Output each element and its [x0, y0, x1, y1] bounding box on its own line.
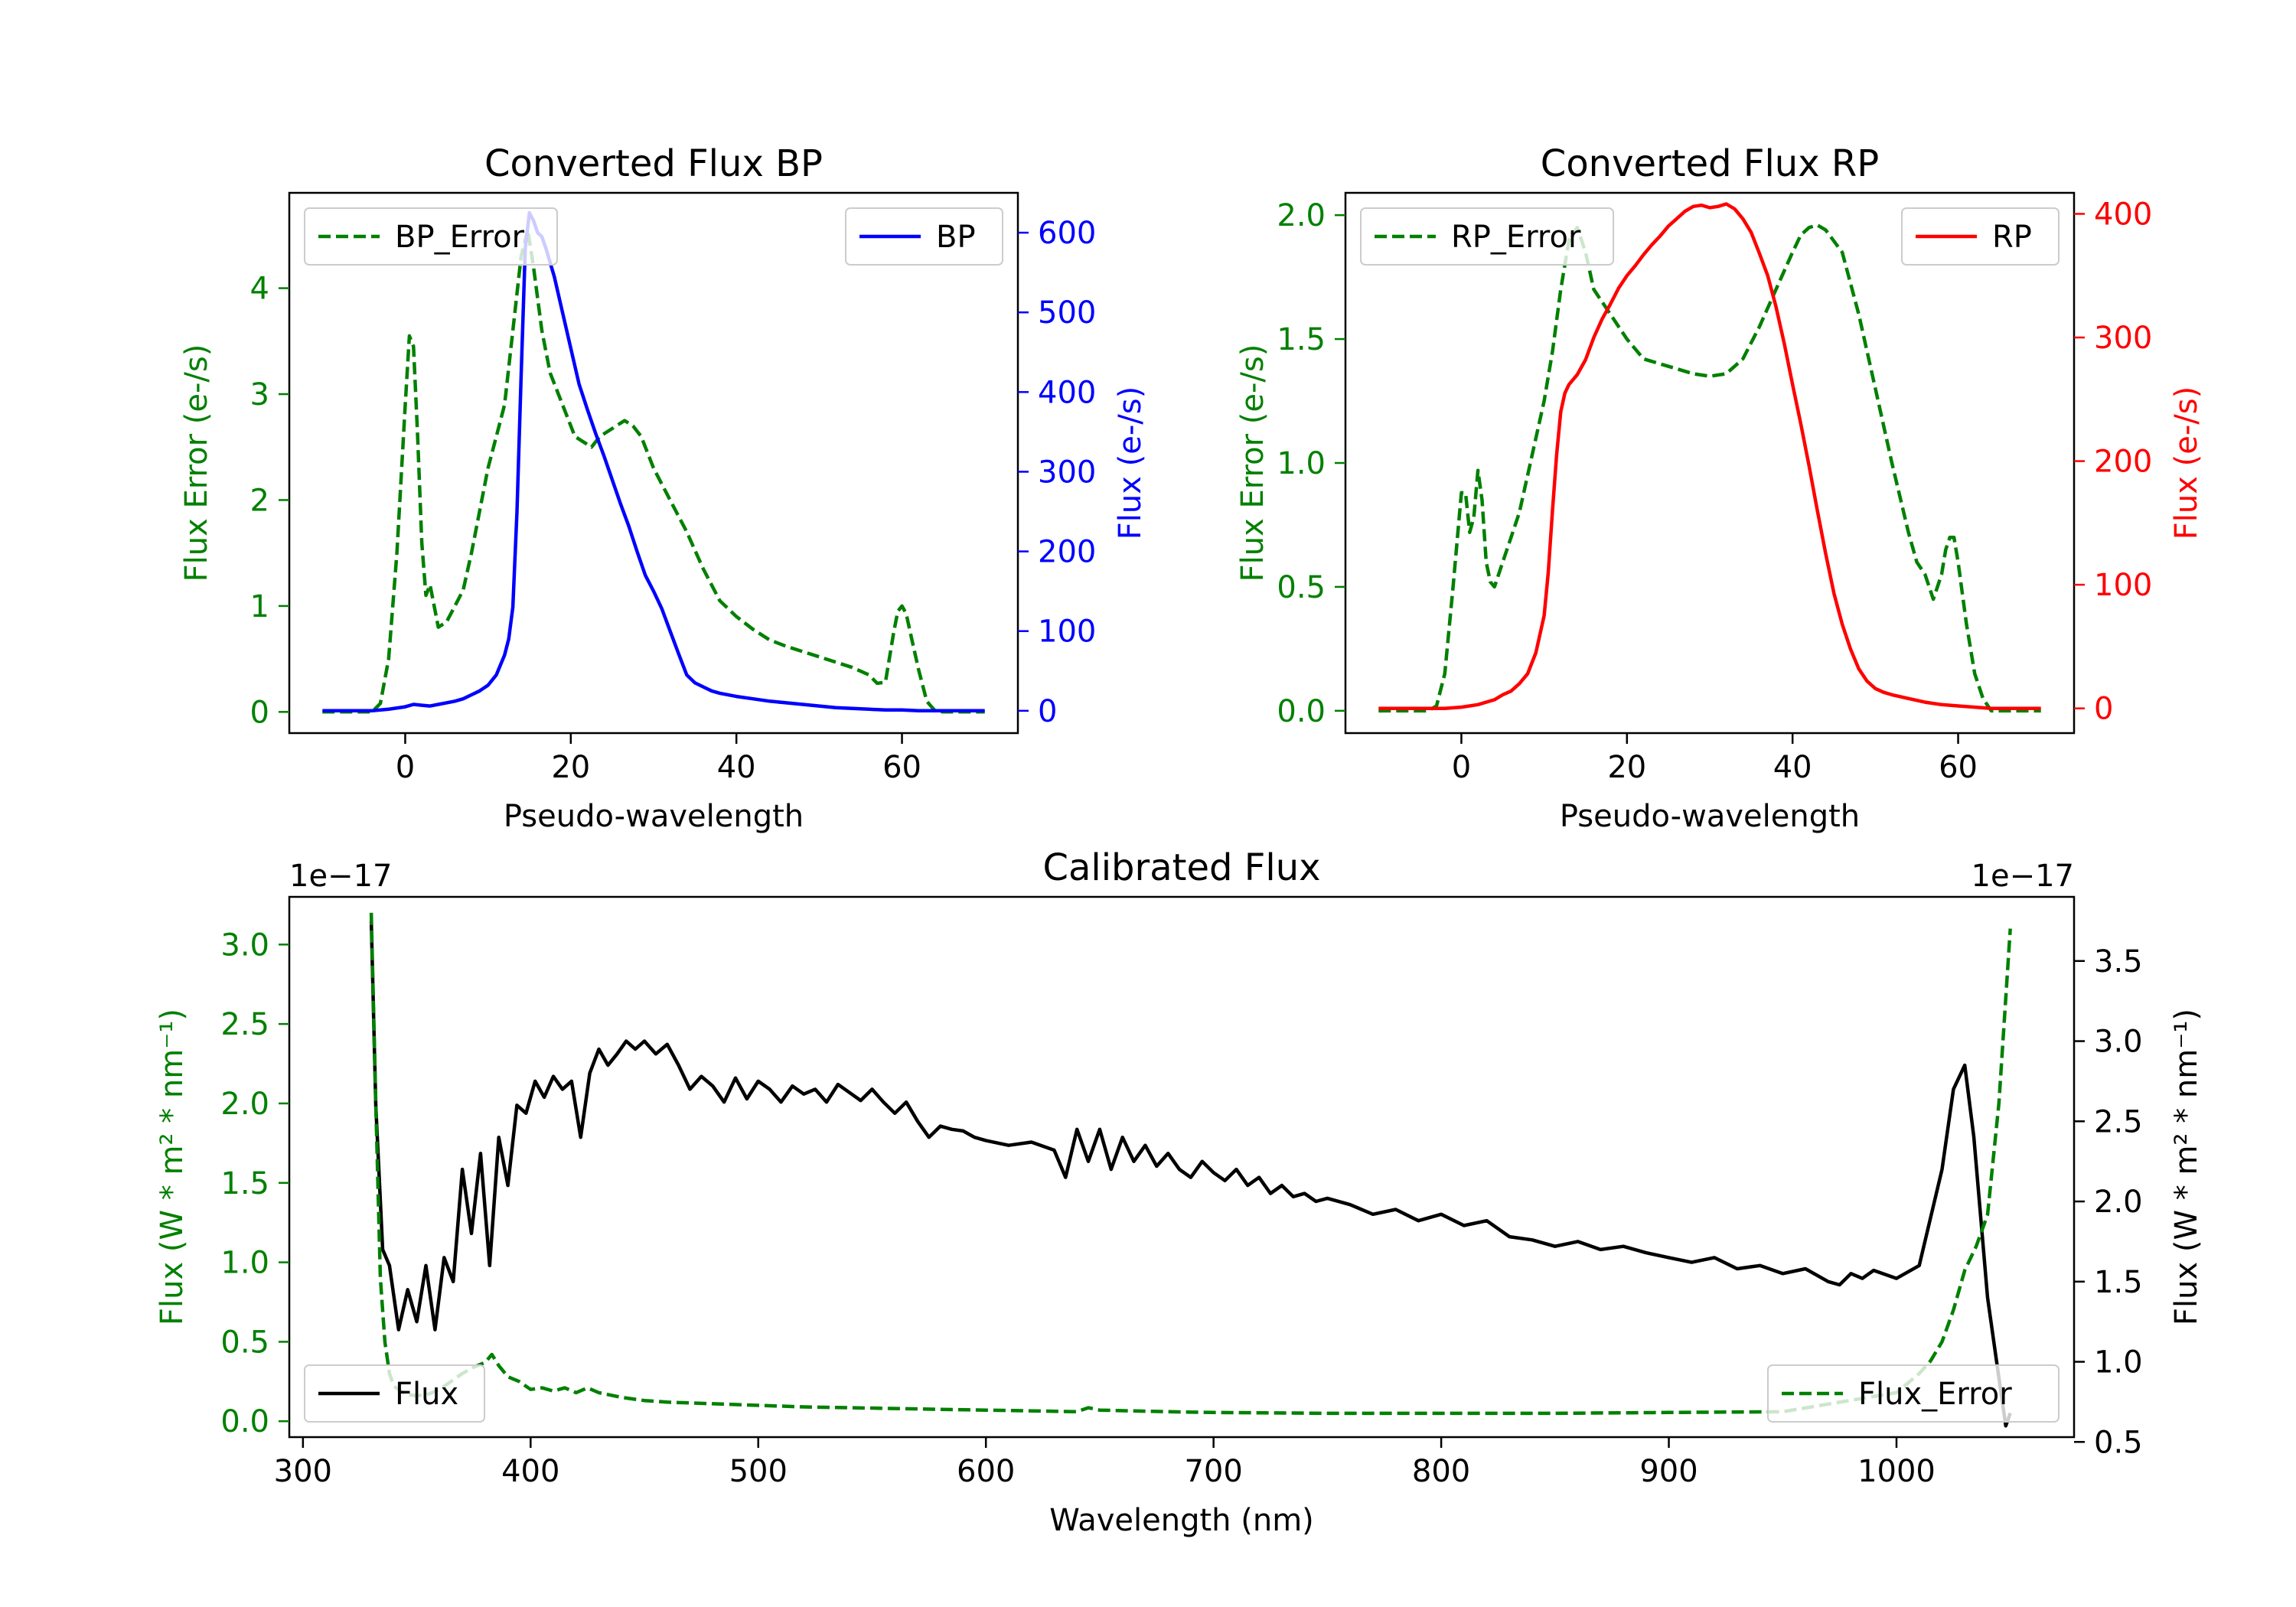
plot-frame — [288, 895, 2076, 1439]
y-left-tick-label: 2 — [250, 483, 269, 518]
legend-flux-label: RP — [1992, 220, 2032, 255]
chart-title: Converted Flux BP — [484, 142, 823, 185]
y-axis-right-label: Flux (e-/s) — [1113, 386, 1148, 539]
x-axis-label: Wavelength (nm) — [1049, 1503, 1314, 1538]
y-right-tick-label: 200 — [2094, 445, 2152, 480]
legend-error-label: BP_Error — [395, 220, 525, 255]
chart-panel-3 — [279, 895, 2085, 1448]
legend-flux-box — [1901, 207, 2060, 266]
y-right-tick-label: 1.0 — [2094, 1345, 2143, 1380]
series-line-bp-error — [322, 228, 985, 714]
x-axis-label: Pseudo-wavelength — [504, 799, 804, 834]
y-axis-right-label: Flux (W * m² * nm⁻¹) — [2169, 1009, 2204, 1325]
chart-panel-1 — [279, 191, 1029, 744]
x-tick-label: 1000 — [1857, 1454, 1936, 1489]
x-tick-label: 0 — [396, 750, 415, 785]
y-right-tick-label: 500 — [1038, 295, 1096, 331]
y-right-tick-label: 0 — [1038, 694, 1057, 729]
y-left-tick-label: 0 — [250, 695, 269, 730]
y-left-tick-label: 0.5 — [1277, 570, 1326, 605]
chart-title: Calibrated Flux — [1042, 846, 1320, 889]
y-left-tick-label: 2.0 — [1277, 198, 1326, 233]
series-line-rp — [1378, 202, 2041, 710]
y-right-tick-label: 1.5 — [2094, 1265, 2143, 1300]
y-right-tick-label: 0.5 — [2094, 1425, 2143, 1460]
y-left-tick-label: 0.0 — [1277, 694, 1326, 729]
y-left-offset-label: 1e−17 — [289, 859, 392, 894]
series-line-bp — [322, 210, 985, 713]
legend-flux-label: Flux — [395, 1377, 458, 1412]
y-right-tick-label: 100 — [1038, 614, 1096, 650]
y-right-tick-label: 3.5 — [2094, 944, 2143, 980]
y-left-tick-label: 1.0 — [220, 1246, 269, 1281]
y-right-tick-label: 2.0 — [2094, 1185, 2143, 1220]
y-left-tick-label: 1.0 — [1277, 446, 1326, 481]
y-left-tick-label: 4 — [250, 272, 269, 307]
legend-error-box — [1767, 1364, 2060, 1423]
chart-title: Converted Flux RP — [1541, 142, 1879, 185]
x-tick-label: 600 — [957, 1454, 1015, 1489]
x-tick-label: 500 — [729, 1454, 788, 1489]
series-line-flux-error — [369, 912, 2012, 1416]
y-axis-right-label: Flux (e-/s) — [2169, 386, 2204, 539]
y-right-tick-label: 600 — [1038, 216, 1096, 251]
y-left-tick-label: 0.5 — [220, 1325, 269, 1360]
series-line-flux — [369, 921, 2012, 1428]
legend-flux-box — [304, 1364, 485, 1423]
y-right-tick-label: 300 — [1038, 455, 1096, 490]
y-right-tick-label: 400 — [2094, 197, 2152, 232]
x-tick-label: 60 — [882, 750, 921, 785]
y-left-tick-label: 3 — [250, 377, 269, 412]
y-right-tick-label: 3.0 — [2094, 1025, 2143, 1060]
x-tick-label: 60 — [1939, 750, 1978, 785]
y-left-tick-label: 2.0 — [220, 1087, 269, 1122]
y-left-tick-label: 1 — [250, 589, 269, 624]
plot-frame — [288, 191, 1019, 735]
legend-error-label: RP_Error — [1451, 220, 1581, 255]
chart-panel-2 — [1335, 191, 2085, 744]
y-left-tick-label: 0.0 — [220, 1404, 269, 1439]
legend-flux-box — [845, 207, 1003, 266]
x-tick-label: 700 — [1184, 1454, 1242, 1489]
x-tick-label: 20 — [1607, 750, 1646, 785]
x-axis-label: Pseudo-wavelength — [1560, 799, 1860, 834]
x-tick-label: 300 — [274, 1454, 332, 1489]
y-right-tick-label: 2.5 — [2094, 1104, 2143, 1139]
legend-flux-label: BP — [936, 220, 976, 255]
y-left-tick-label: 1.5 — [1277, 322, 1326, 357]
y-left-tick-label: 3.0 — [220, 927, 269, 963]
x-tick-label: 800 — [1412, 1454, 1470, 1489]
y-right-tick-label: 100 — [2094, 568, 2152, 603]
y-right-tick-label: 200 — [1038, 535, 1096, 570]
y-right-tick-label: 0 — [2094, 692, 2113, 727]
plot-frame — [1344, 191, 2076, 735]
series-line-rp-error — [1378, 223, 2041, 713]
y-right-offset-label: 1e−17 — [1971, 859, 2074, 894]
y-axis-left-label: Flux Error (e-/s) — [1235, 344, 1270, 582]
y-right-tick-label: 400 — [1038, 375, 1096, 410]
y-axis-left-label: Flux (W * m² * nm⁻¹) — [155, 1009, 190, 1325]
legend-error-label: Flux_Error — [1858, 1377, 2012, 1412]
y-left-tick-label: 1.5 — [220, 1166, 269, 1201]
charts-layer: 0 20 40 60012340100200300400500600Converted… — [155, 142, 2204, 1538]
x-tick-label: 40 — [1773, 750, 1812, 785]
legend-error-box — [1360, 207, 1614, 266]
x-tick-label: 0 — [1452, 750, 1471, 785]
y-right-tick-label: 300 — [2094, 321, 2152, 356]
x-tick-label: 40 — [717, 750, 756, 785]
x-tick-label: 400 — [501, 1454, 559, 1489]
x-tick-label: 20 — [551, 750, 590, 785]
y-axis-left-label: Flux Error (e-/s) — [179, 344, 214, 582]
x-tick-label: 900 — [1639, 1454, 1698, 1489]
y-left-tick-label: 2.5 — [220, 1007, 269, 1042]
legend-error-box — [304, 207, 558, 266]
